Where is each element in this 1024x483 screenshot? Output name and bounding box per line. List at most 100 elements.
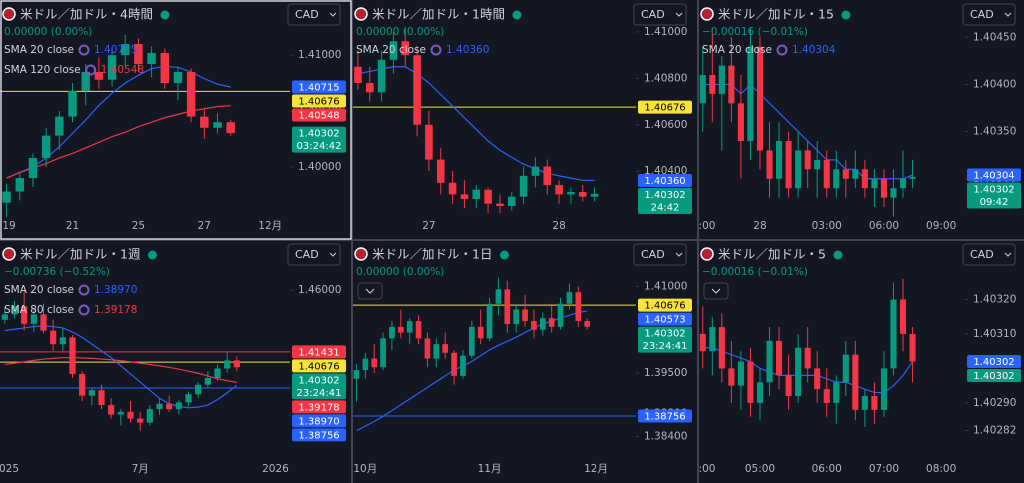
currency-button[interactable]: [962, 243, 1016, 266]
legend-toggle[interactable]: [357, 282, 383, 300]
price-tag-timer: 23:24:41: [643, 341, 688, 352]
candle-body: [718, 65, 725, 94]
candle-body: [495, 289, 502, 304]
symbol-title: 米ドル／加ドル・15: [718, 7, 834, 22]
candle-body: [718, 327, 725, 369]
x-tick-label: 03:00: [812, 220, 842, 232]
price-tag: [967, 355, 1021, 369]
market-status: [147, 250, 157, 260]
indicator-name: SMA 20 close: [4, 44, 74, 56]
symbol-title: 米ドル／加ドル・1時間: [372, 7, 505, 22]
x-tick-label: 05:00: [745, 463, 775, 475]
indicator-icon: [85, 64, 97, 76]
currency-caret: [329, 252, 337, 257]
x-tick-label: 27: [422, 220, 435, 232]
candle-body: [890, 299, 897, 369]
price-tag-label: 1.41431: [298, 347, 339, 358]
candle-body: [117, 411, 124, 415]
candle-body: [146, 409, 153, 423]
candle-body: [513, 309, 520, 324]
candle-body: [121, 43, 130, 56]
x-tick-label: 28: [753, 220, 766, 232]
price-tag-label: 1.40302: [298, 375, 339, 386]
candle-body: [699, 333, 706, 352]
currency-button[interactable]: [633, 3, 687, 26]
candle-body: [175, 402, 182, 410]
candle-body: [425, 124, 433, 160]
candle-body: [531, 321, 537, 330]
currency-label: CAD: [641, 248, 665, 261]
currency-button[interactable]: [962, 3, 1016, 26]
x-tick-label: 09:00: [926, 220, 956, 232]
candle-body: [451, 352, 457, 376]
candle-body: [477, 326, 484, 339]
y-tick-label: 1.38400: [644, 430, 687, 442]
indicator-icon: [78, 304, 90, 316]
candle-body: [173, 71, 183, 84]
candle-body: [543, 166, 552, 186]
candle-body: [389, 326, 395, 339]
candle-body: [842, 169, 849, 179]
candle-body: [377, 59, 386, 93]
y-tick-label: 1.41000: [644, 26, 687, 38]
chart-panel: 1.404501.404001.403501.40300:002803:0006…: [698, 0, 1024, 240]
price-change: −0.00016 (−0.01%): [702, 26, 808, 38]
candle-body: [226, 122, 235, 134]
symbol-flag: [354, 7, 368, 21]
symbol-title: 米ドル／加ドル・1週: [20, 247, 141, 262]
price-tag: [638, 100, 692, 114]
x-tick-label: 08:00: [926, 463, 956, 475]
candle-body: [871, 396, 878, 410]
currency-button[interactable]: [633, 243, 687, 266]
candle-body: [776, 141, 783, 179]
price-tag-label: 1.40676: [644, 301, 685, 312]
y-tick-label: 1.40800: [644, 72, 687, 84]
candle-body: [747, 46, 754, 142]
indicator-icon: [78, 44, 90, 56]
candle-body: [504, 289, 511, 324]
candle-body: [486, 303, 493, 339]
market-status: [841, 10, 851, 20]
candle-body: [68, 90, 77, 117]
candle-body: [566, 292, 573, 304]
y-tick-label: 1.40310: [973, 328, 1016, 340]
price-change: 0.00000 (0.00%): [356, 266, 444, 278]
candle-body: [362, 358, 369, 371]
currency-label: CAD: [970, 8, 994, 21]
candle-body: [81, 71, 90, 91]
candle-body: [433, 344, 440, 359]
price-tag: [292, 126, 346, 153]
indicator-value: 1.40548: [101, 64, 144, 76]
price-tag-label: 1.38756: [298, 430, 339, 441]
candle-body: [200, 116, 209, 128]
x-tick-label: 27: [198, 220, 211, 232]
legend-toggle[interactable]: [703, 282, 729, 300]
currency-button[interactable]: [287, 243, 341, 266]
y-tick-label: 1.39500: [644, 367, 687, 379]
price-tag: [292, 400, 346, 414]
y-tick-label: 1.40400: [973, 78, 1016, 90]
market-status: [833, 250, 843, 260]
candle-body: [861, 169, 868, 189]
x-tick-label: 21: [66, 220, 79, 232]
candle-body: [107, 55, 117, 80]
candle-body: [555, 185, 563, 195]
candle-body: [575, 292, 582, 322]
price-tag-label: 1.40302: [644, 329, 685, 340]
symbol-flag: [700, 7, 714, 21]
indicator-name: SMA 120 close: [4, 64, 81, 76]
x-tick-label: 25: [132, 220, 145, 232]
x-tick-label: 10月: [353, 463, 377, 475]
candle-body: [496, 203, 504, 206]
currency-button[interactable]: [287, 3, 341, 26]
candle-body: [55, 116, 64, 136]
currency-label: CAD: [295, 248, 319, 261]
candle-body: [852, 169, 859, 179]
candle-body: [401, 41, 410, 56]
price-tag-timer: 09:42: [980, 197, 1009, 208]
indicator-name: SMA 80 close: [4, 304, 74, 316]
candle-body: [442, 344, 449, 353]
x-tick-label: 025: [0, 463, 19, 475]
active-panel-border: [0, 0, 352, 240]
